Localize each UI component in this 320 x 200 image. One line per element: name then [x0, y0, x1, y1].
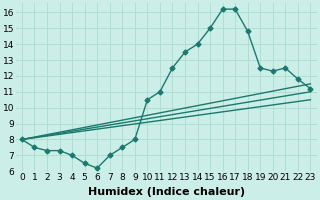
X-axis label: Humidex (Indice chaleur): Humidex (Indice chaleur): [88, 187, 245, 197]
